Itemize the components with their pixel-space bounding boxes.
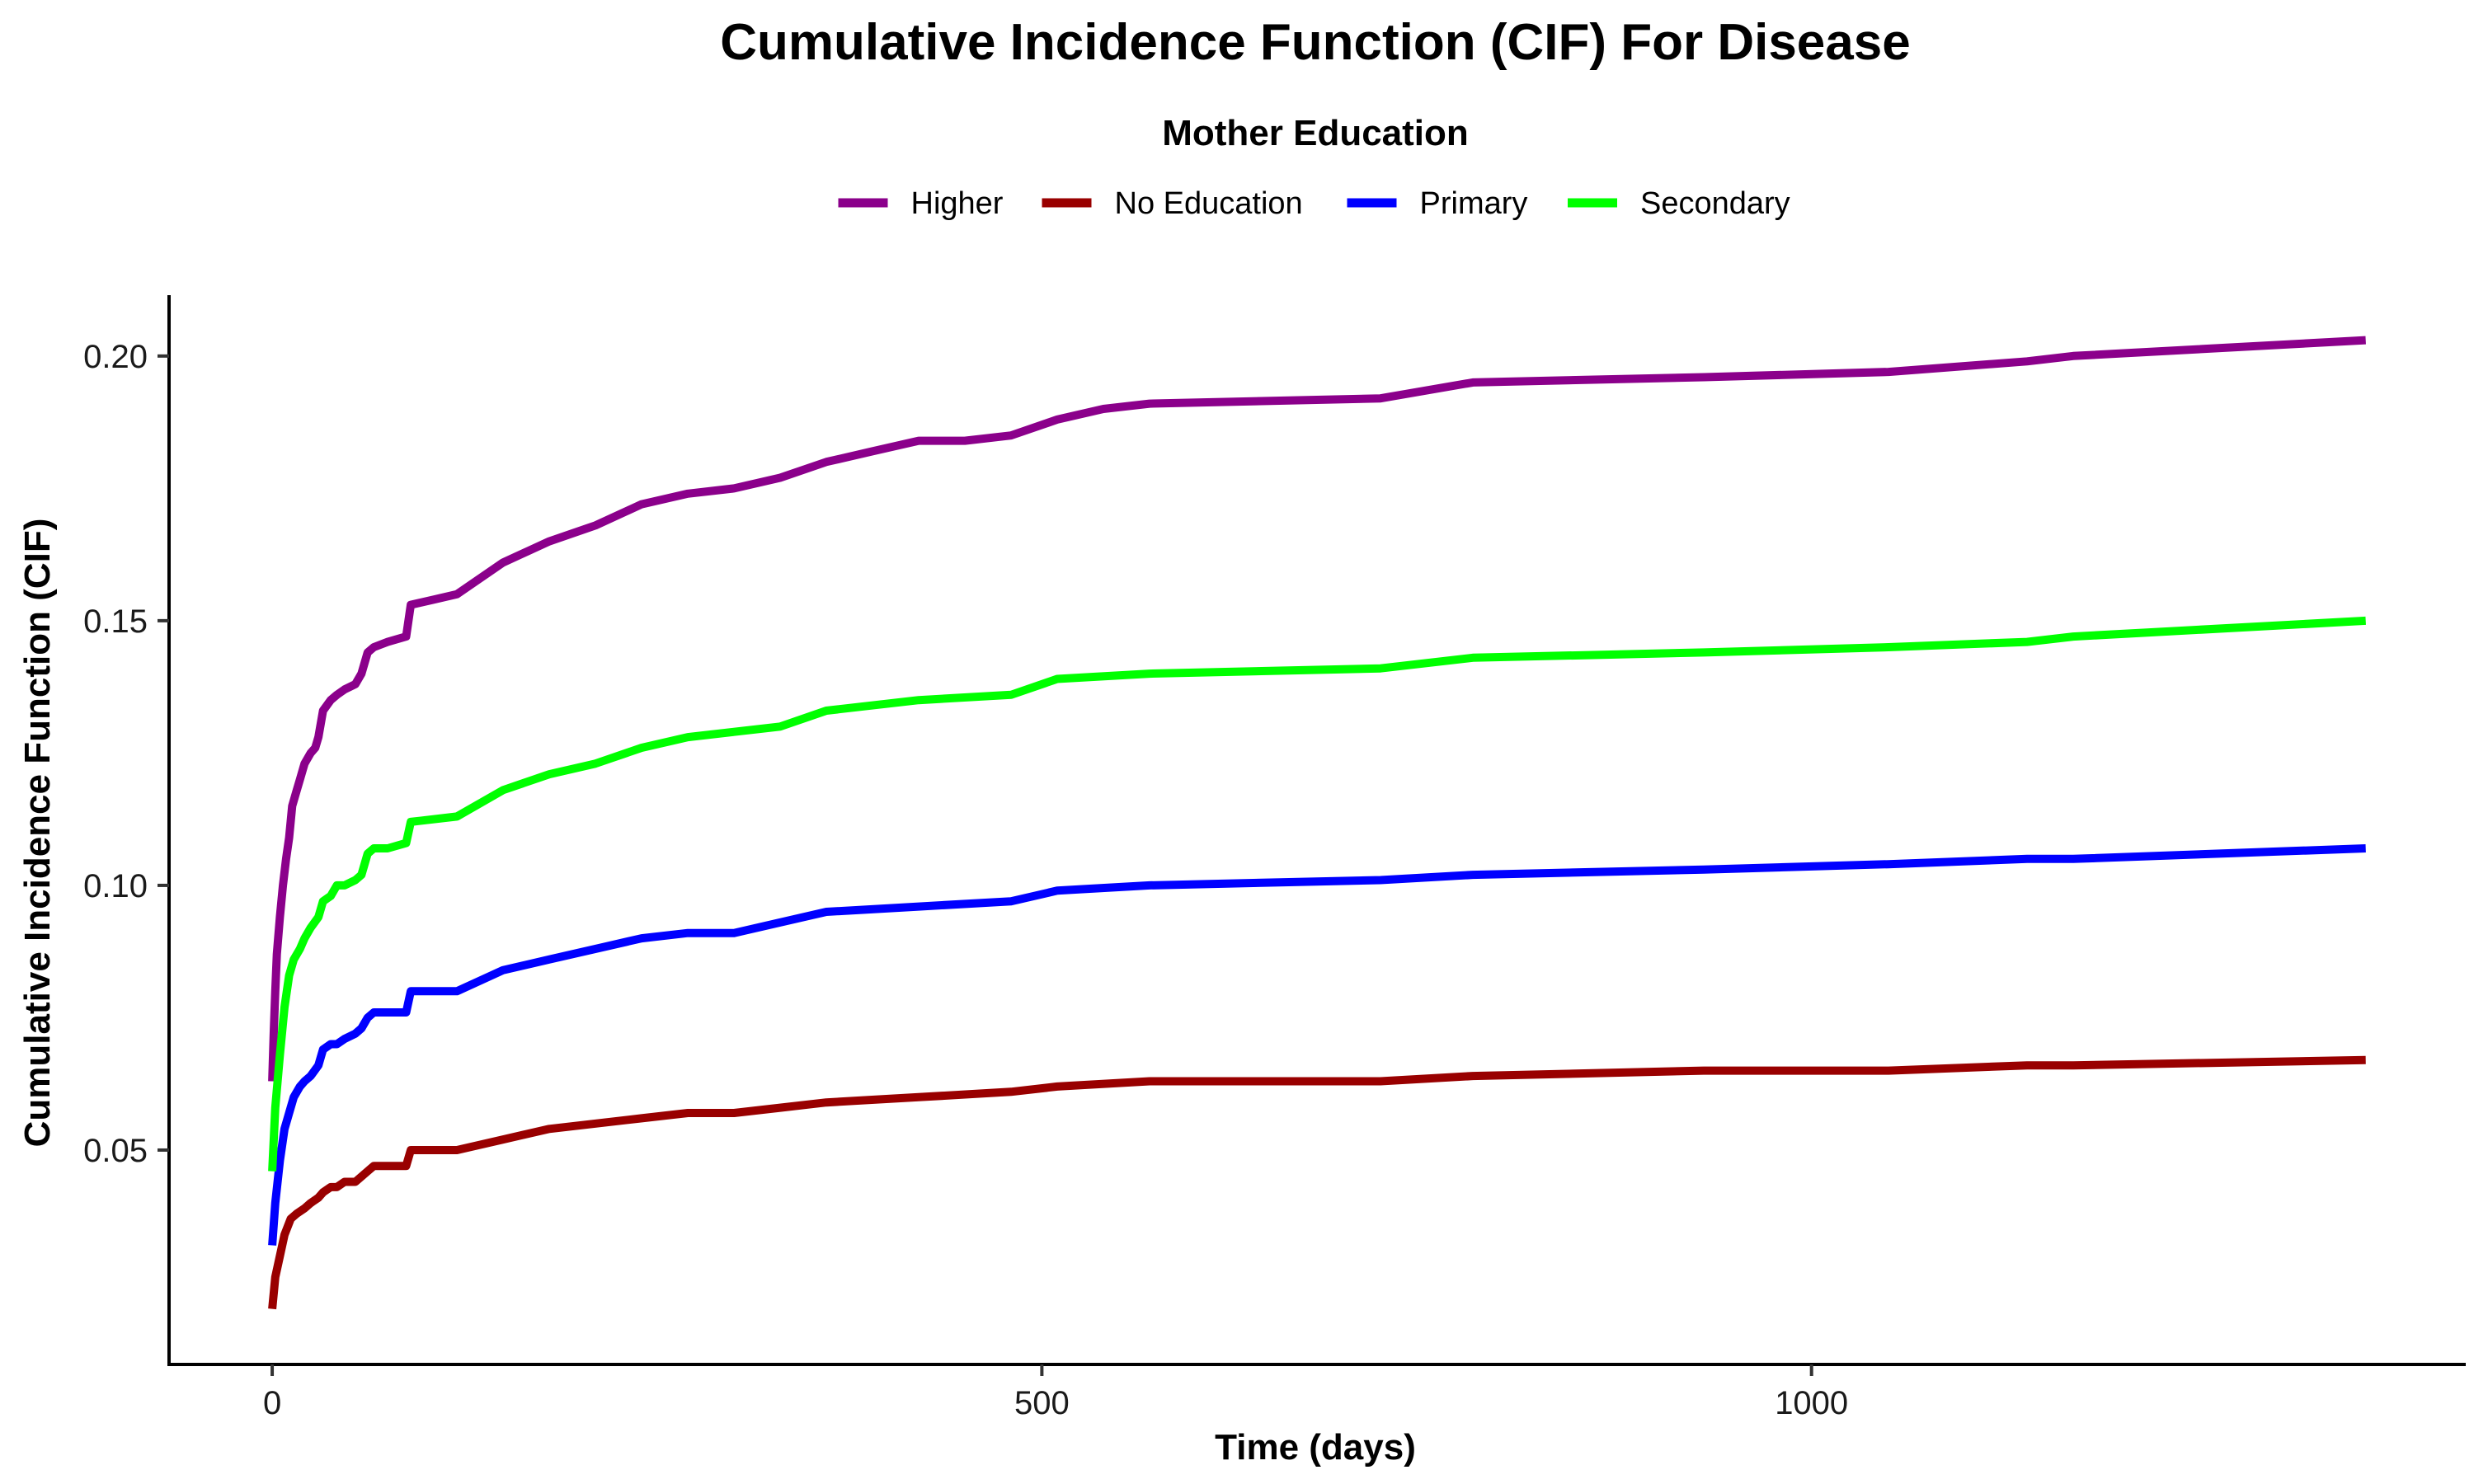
series-line-no-education [268, 1055, 2366, 1310]
legend-label-primary: Primary [1420, 186, 1528, 221]
plot-area [268, 336, 2366, 1310]
legend-label-secondary: Secondary [1640, 186, 1790, 221]
x-axis-ticks: 0 500 1000 [263, 1364, 1848, 1421]
y-axis-ticks: 0.05 0.10 0.15 0.20 [83, 339, 169, 1169]
legend: Higher No Education Primary Secondary [838, 186, 1790, 221]
y-tick-label: 0.20 [83, 339, 148, 375]
x-axis-label: Time (days) [1215, 1427, 1416, 1468]
chart-title: Cumulative Incidence Function (CIF) For … [720, 14, 1910, 71]
y-tick-label: 0.10 [83, 868, 148, 904]
y-axis-label: Cumulative Incidence Function (CIF) [17, 519, 58, 1148]
y-tick-label: 0.05 [83, 1133, 148, 1169]
legend-title: Mother Education [1162, 113, 1469, 153]
x-tick-label: 0 [263, 1385, 281, 1421]
series-line-secondary [268, 616, 2366, 1172]
x-tick-label: 1000 [1775, 1385, 1848, 1421]
x-tick-label: 500 [1014, 1385, 1070, 1421]
y-tick-label: 0.15 [83, 603, 148, 640]
series-line-primary [268, 844, 2366, 1246]
legend-label-no-education: No Education [1115, 186, 1303, 221]
series-line-higher [268, 336, 2366, 1082]
legend-label-higher: Higher [911, 186, 1004, 221]
